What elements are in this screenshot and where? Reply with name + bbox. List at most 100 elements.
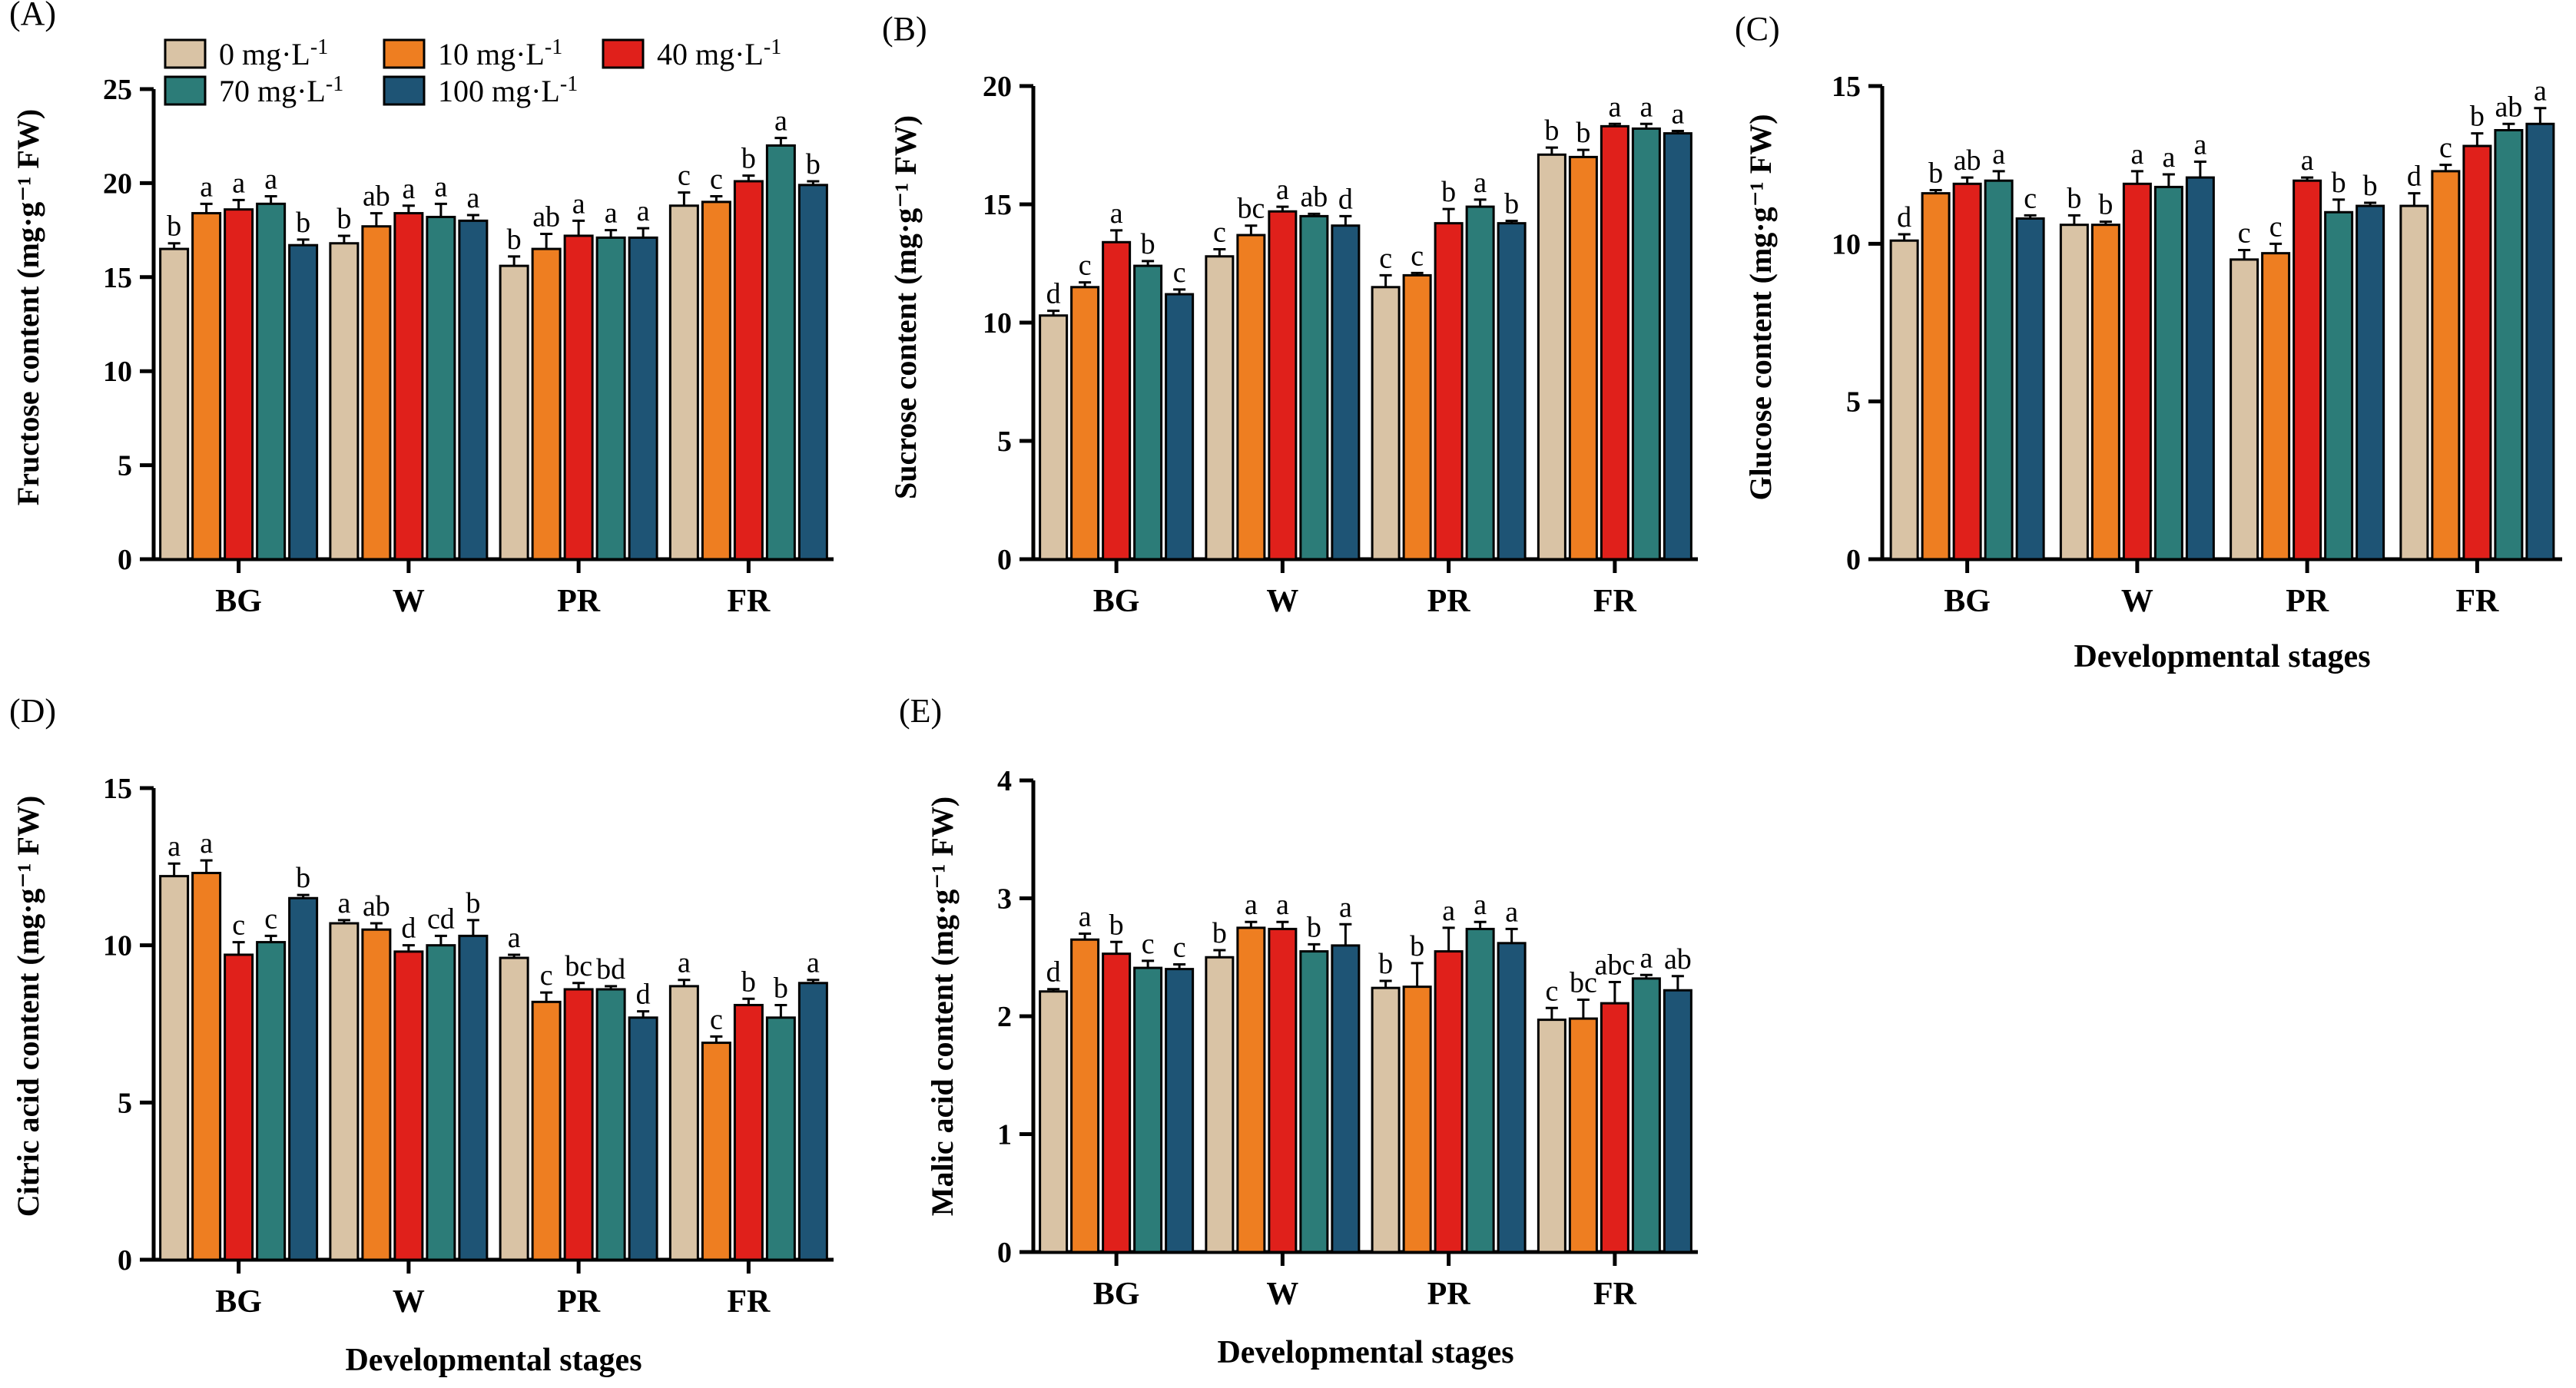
significance-letter: b [741,966,756,998]
bar [668,204,699,561]
bar [1465,927,1495,1254]
bar [1102,952,1132,1254]
legend-swatch [164,38,207,69]
category-label: PR [1427,1277,1471,1312]
significance-letter: c [2439,132,2452,164]
bar [1663,132,1692,561]
significance-letter: a [774,105,787,137]
significance-letter: b [2332,167,2346,199]
bar [668,985,699,1261]
category-label: FR [1593,1277,1637,1312]
significance-letter: b [2067,182,2081,214]
bar [765,144,796,561]
y-tick-label: 25 [103,74,132,106]
bar [1497,942,1527,1254]
significance-letter: a [167,830,181,863]
significance-letter: c [1142,928,1155,960]
bar [1663,989,1692,1254]
bar [159,247,190,561]
bar [1952,182,1982,561]
legend: 0 mg·L-1 10 mg·L-1 40 mg·L-1 70 mg·L-1 100 m… [164,35,781,108]
category-label: W [1266,1277,1298,1312]
significance-letter: a [807,947,820,979]
bar [288,243,319,561]
y-tick-label: 5 [1846,386,1861,419]
y-tick-label: 15 [103,262,132,294]
category-label: W [393,584,425,619]
bar [1268,927,1298,1254]
significance-letter: a [1671,98,1684,131]
significance-letter: b [1544,114,1559,147]
significance-letter: a [1639,91,1653,123]
legend-swatch [383,75,426,106]
significance-letter: b [296,207,310,239]
y-tick-label: 20 [983,71,1012,103]
legend-swatch [383,38,426,69]
significance-letter: a [2162,141,2175,174]
legend-label: 40 mg·L-1 [657,35,781,71]
bar [797,982,828,1261]
y-tick-label: 20 [103,167,132,200]
bar [1165,293,1195,561]
category-label: BG [1093,584,1140,619]
significance-letter: b [1141,228,1155,260]
bar [458,934,489,1261]
significance-letter: b [1410,930,1424,962]
y-tick-label: 10 [983,307,1012,340]
significance-letter: d [1046,956,1061,989]
significance-letter: c [1545,975,1558,1007]
significance-letter: b [2470,101,2485,133]
legend-swatch [602,38,645,69]
bar [595,236,626,561]
bar [361,928,392,1261]
y-tick-label: 15 [103,773,132,805]
y-tick-label: 4 [997,765,1012,797]
y-tick-label: 1 [997,1119,1012,1151]
significance-letter: c [710,1003,723,1035]
bar [1102,240,1132,561]
panel-label: (B) [882,10,927,48]
significance-letter: a [1474,889,1487,921]
category-label: FR [2455,584,2499,619]
significance-letter: b [806,148,821,181]
bar [288,896,319,1261]
bar [797,184,828,561]
category-label: PR [557,584,601,619]
significance-letter: b [741,143,756,175]
legend-swatch [164,75,207,106]
bar [1465,205,1495,561]
significance-letter: b [337,203,351,235]
y-axis-title: Glucose content (mg·g⁻¹ FW) [1743,114,1778,500]
significance-letter: d [1897,201,1911,234]
bar [1236,926,1266,1254]
y-tick-label: 5 [118,1087,132,1119]
significance-letter: b [1212,917,1227,949]
significance-letter: b [167,210,181,243]
y-tick-label: 15 [983,189,1012,221]
significance-letter: b [1504,188,1519,220]
significance-letter: ab [363,890,390,923]
bar [1268,210,1298,561]
bar [1984,179,2014,561]
category-label: FR [727,1284,771,1320]
bar [2324,210,2354,561]
bar [701,200,731,561]
bar [1600,1002,1629,1254]
y-axis-title: Fructose content (mg·g⁻¹ FW) [11,109,45,505]
bar [2293,179,2322,561]
bar [1537,1019,1566,1254]
significance-letter: d [2407,161,2422,193]
significance-letter: a [1442,895,1455,927]
significance-letter: a [1339,891,1352,923]
bar [2494,128,2524,561]
bar [701,1042,731,1261]
bar [426,215,456,561]
significance-letter: b [1928,157,1943,190]
bar [1070,938,1100,1254]
significance-letter: a [572,187,585,220]
bar [256,941,287,1261]
significance-letter: a [1608,91,1621,123]
y-tick-label: 10 [1832,228,1861,260]
significance-letter: c [264,903,277,935]
category-label: FR [727,584,771,619]
